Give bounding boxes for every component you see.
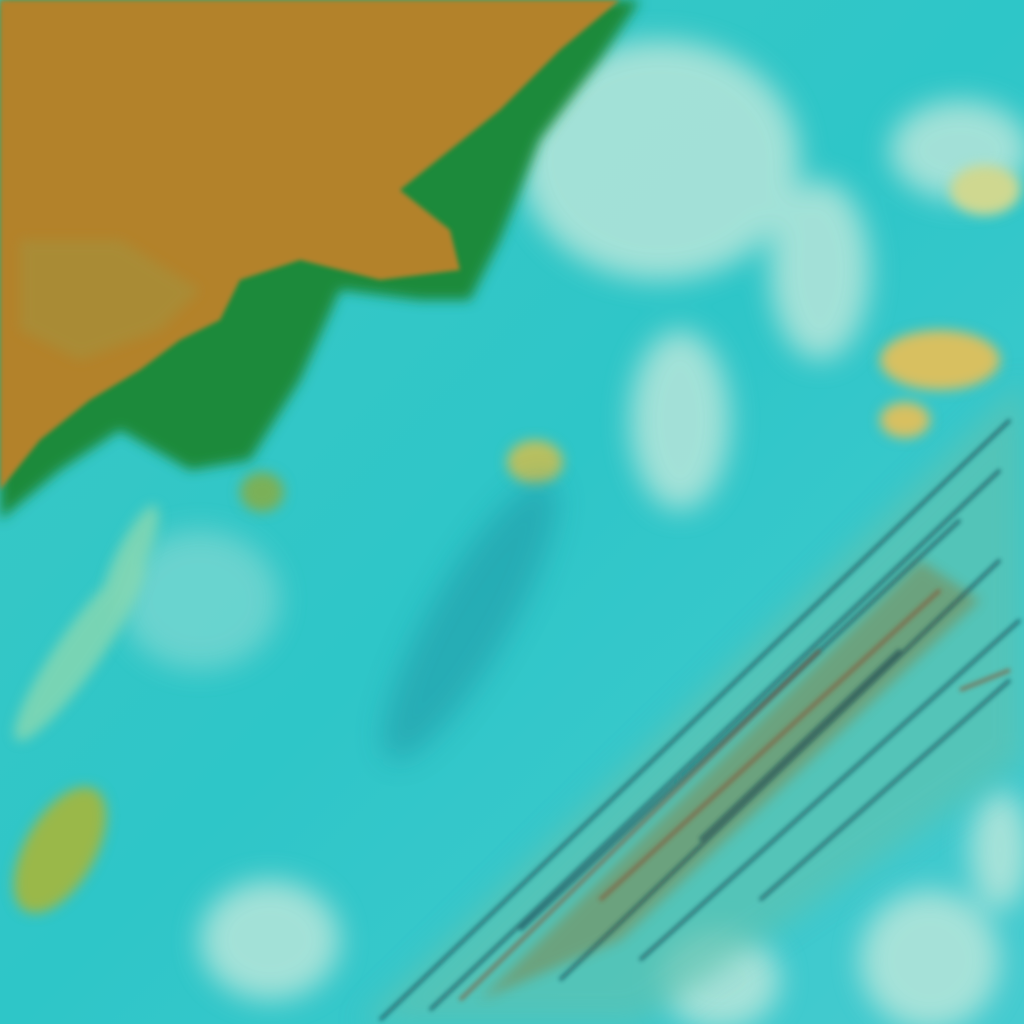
cloud-streets xyxy=(14,505,159,741)
dark-wake xyxy=(382,480,558,760)
cloud-band xyxy=(360,380,1024,1024)
landmass xyxy=(0,0,640,520)
yellow-clouds xyxy=(13,165,1020,914)
